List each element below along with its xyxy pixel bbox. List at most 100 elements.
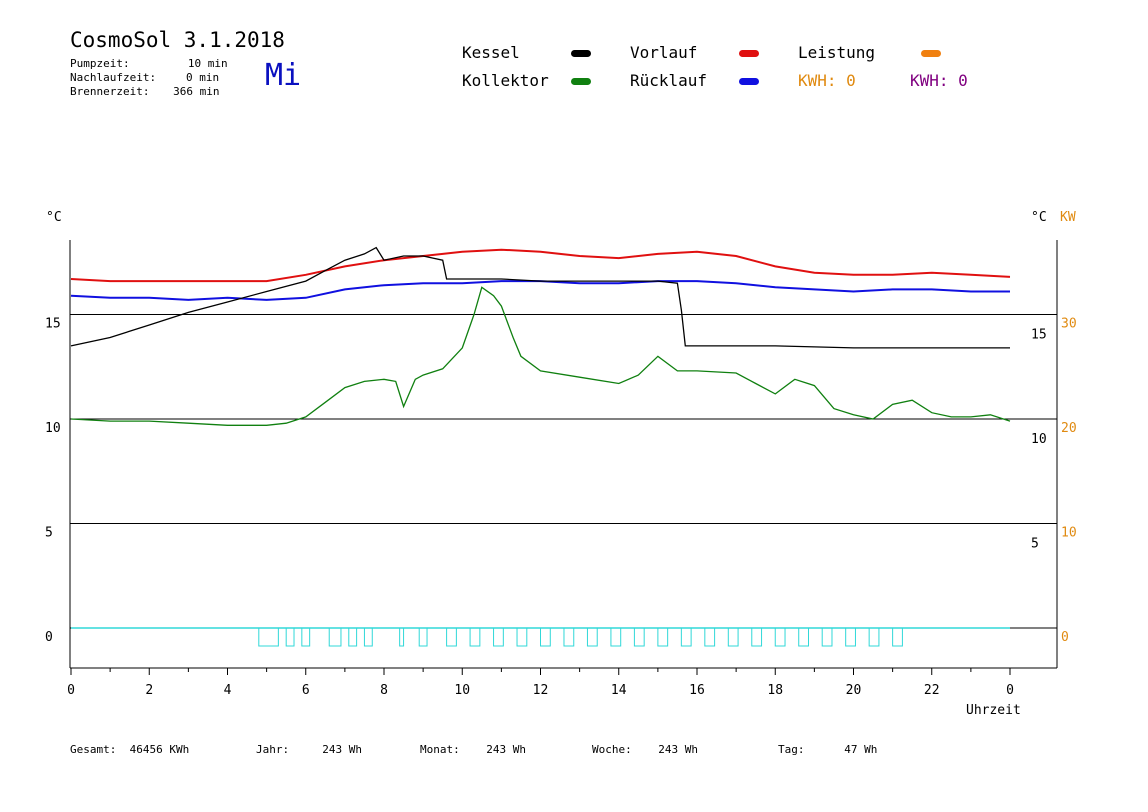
pump-on-interval (774, 627, 786, 647)
total-tag-label: Tag: (778, 743, 805, 756)
overrun-time-value: 0 min (185, 71, 220, 84)
x-tick-label: 18 (767, 683, 783, 698)
total-tag-value: 47 Wh (844, 743, 878, 756)
pump-on-interval (821, 627, 833, 647)
x-tick-label: 4 (224, 683, 232, 698)
x-tick-label: 2 (145, 683, 153, 698)
pump-on-interval (892, 627, 903, 647)
x-tick-label: 22 (924, 683, 940, 698)
pump-time-label: Pumpzeit: (70, 57, 130, 70)
legend-ruecklauf-label: Rücklauf (630, 71, 708, 90)
pump-on-interval (516, 627, 528, 647)
pump-on-interval (704, 627, 716, 647)
x-tick-label: 20 (846, 683, 862, 698)
y-tick-label-kw: 10 (1061, 526, 1077, 541)
pump-on-interval (301, 627, 311, 647)
pump-on-interval (798, 627, 810, 647)
pump-on-interval (348, 627, 358, 647)
pump-on-interval (680, 627, 692, 647)
pump-on-interval (868, 627, 880, 647)
legend-vorlauf-swatch (739, 50, 759, 57)
total-gesamt-label: Gesamt: (70, 743, 117, 756)
y-tick-label-left: 0 (45, 630, 53, 645)
y-tick-label-left: 10 (45, 421, 61, 436)
total-woche: Woche: 243 Wh (592, 743, 698, 756)
x-axis-label: Uhrzeit (966, 703, 1021, 718)
total-woche-value: 243 Wh (658, 743, 698, 756)
pump-on-interval (633, 627, 645, 647)
series-line-kessel (70, 246, 1010, 349)
pump-on-interval (586, 627, 598, 647)
y-axis-kw-unit: KW (1060, 210, 1076, 225)
pump-on-interval (845, 627, 856, 647)
pump-on-interval (563, 627, 575, 647)
total-jahr-value: 243 Wh (322, 743, 362, 756)
burner-time-value: 366 min (173, 85, 220, 98)
legend-leistung-label: Leistung (798, 43, 876, 62)
overrun-time-row: Nachlaufzeit: 0 min (70, 71, 219, 84)
pump-on-interval (540, 627, 551, 647)
y-tick-label-left: 15 (45, 317, 61, 332)
x-tick-label: 10 (454, 683, 470, 698)
y-tick-label-right: 5 (1031, 537, 1039, 552)
y-tick-label-kw: 0 (1061, 630, 1069, 645)
pump-on-interval (399, 627, 405, 647)
legend-kollektor-label: Kollektor (462, 71, 549, 90)
pump-time-row: Pumpzeit: 10 min (70, 57, 228, 70)
legend-vorlauf-label: Vorlauf (630, 43, 698, 62)
chart-tick-labels: 0 2 4 6 8 10 12 14 16 18 20 22 0 Uhrzeit °C °C KW 15 10 5 0 1… (45, 210, 1077, 718)
total-monat-label: Monat: (420, 743, 460, 756)
pump-on-interval (418, 627, 428, 647)
total-gesamt: Gesamt: 46456 KWh (70, 743, 189, 756)
burner-time-label: Brennerzeit: (70, 85, 150, 98)
legend-kollektor-swatch (571, 78, 591, 85)
pump-on-interval (258, 627, 279, 647)
y-axis-right-unit: °C (1031, 210, 1047, 225)
pump-on-interval (610, 627, 622, 647)
y-tick-label-kw: 30 (1061, 317, 1077, 332)
chart-title: CosmoSol 3.1.2018 (70, 28, 285, 52)
kwh-solar-label: KWH: 0 (798, 71, 856, 90)
legend-kessel-label: Kessel (462, 43, 520, 62)
kwh-burner-label: KWH: 0 (910, 71, 968, 90)
pump-on-interval (363, 627, 373, 647)
y-tick-label-right: 10 (1031, 432, 1047, 447)
legend-ruecklauf-swatch (739, 78, 759, 85)
y-tick-label-right: 15 (1031, 328, 1047, 343)
y-tick-label-left: 5 (45, 526, 53, 541)
total-jahr-label: Jahr: (256, 743, 290, 756)
x-tick-label: 0 (1006, 683, 1014, 698)
pump-on-interval (285, 627, 295, 647)
total-gesamt-value: 46456 KWh (129, 743, 190, 756)
chart-series (70, 246, 1011, 647)
pump-on-interval (493, 627, 504, 647)
y-tick-label-kw: 20 (1061, 421, 1077, 436)
pump-on-interval (657, 627, 669, 647)
pump-on-interval (727, 627, 739, 647)
x-tick-label: 8 (380, 683, 388, 698)
chart-axes (69, 240, 1058, 675)
total-woche-label: Woche: (592, 743, 632, 756)
x-tick-label: 16 (689, 683, 705, 698)
series-line-kollektor (70, 286, 1011, 426)
pump-on-interval (328, 627, 342, 647)
overrun-time-label: Nachlaufzeit: (70, 71, 157, 84)
legend-leistung-swatch (921, 50, 941, 57)
total-tag: Tag: 47 Wh (778, 743, 877, 756)
x-tick-label: 12 (533, 683, 549, 698)
total-jahr: Jahr: 243 Wh (256, 743, 362, 756)
burner-time-row: Brennerzeit: 366 min (70, 85, 219, 98)
pump-on-interval (751, 627, 763, 647)
x-tick-label: 0 (67, 683, 75, 698)
pump-on-interval (469, 627, 481, 647)
total-monat-value: 243 Wh (486, 743, 526, 756)
x-tick-label: 14 (611, 683, 627, 698)
total-monat: Monat: 243 Wh (420, 743, 526, 756)
pump-time-value: 10 min (187, 57, 228, 70)
legend-kessel-swatch (571, 50, 591, 57)
x-tick-label: 6 (302, 683, 310, 698)
series-line-ruecklauf (70, 280, 1010, 301)
series-line-vorlauf (70, 248, 1011, 283)
pump-on-interval (446, 627, 457, 647)
